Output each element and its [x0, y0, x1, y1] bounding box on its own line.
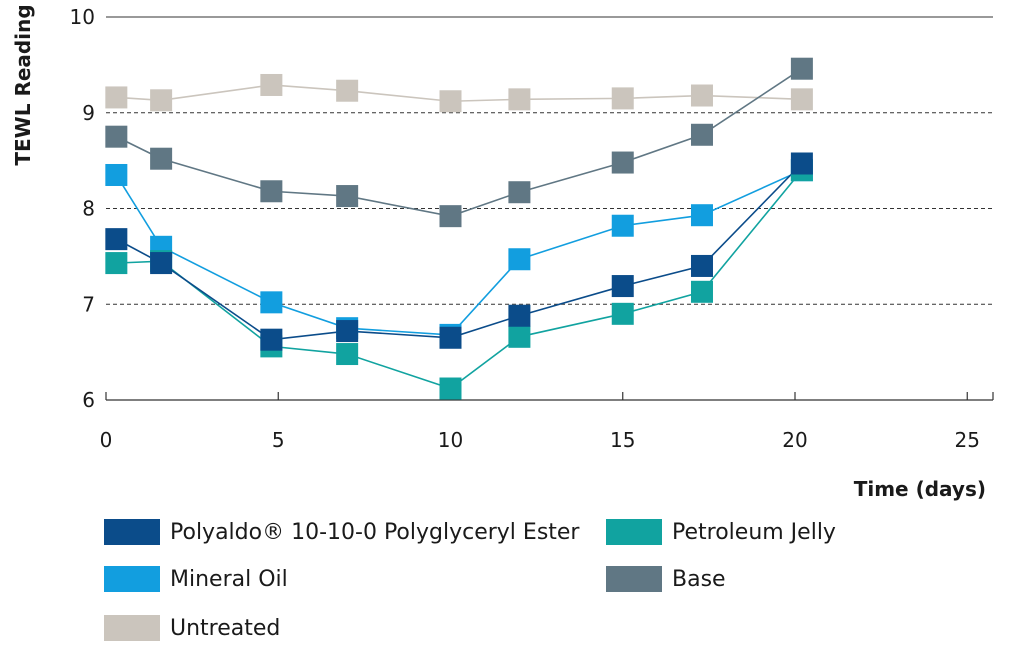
- marker-untreated-5: [508, 88, 531, 111]
- legend-swatch-mineral-oil: [104, 566, 160, 592]
- marker-polyaldo-10-10-0-polyglyceryl-ester-5: [508, 304, 531, 327]
- marker-untreated-2: [260, 73, 283, 96]
- gridlines: [106, 16, 993, 305]
- marker-base-3: [336, 185, 359, 208]
- marker-untreated-3: [336, 79, 359, 102]
- legend-item-polyaldo: Polyaldo® 10-10-0 Polyglyceryl Ester: [104, 518, 579, 546]
- marker-polyaldo-10-10-0-polyglyceryl-ester-3: [336, 320, 359, 343]
- marker-untreated-0: [105, 86, 128, 109]
- marker-polyaldo-10-10-0-polyglyceryl-ester-2: [260, 328, 283, 351]
- y-tick-label-10: 10: [70, 5, 95, 29]
- legend-swatch-untreated: [104, 615, 160, 641]
- y-tick-label-6: 6: [82, 388, 95, 412]
- marker-polyaldo-10-10-0-polyglyceryl-ester-4: [439, 326, 462, 349]
- legend-item-mineral-oil: Mineral Oil: [104, 565, 288, 593]
- marker-base-6: [611, 151, 634, 174]
- y-tick-label-8: 8: [82, 197, 95, 221]
- legend-swatch-petroleum-jelly: [606, 519, 662, 545]
- marker-petroleum-jelly-5: [508, 325, 531, 348]
- marker-mineral-oil-7: [690, 204, 713, 227]
- marker-petroleum-jelly-4: [439, 377, 462, 400]
- marker-untreated-6: [611, 87, 634, 110]
- legend-swatch-polyaldo: [104, 519, 160, 545]
- legend-swatch-base: [606, 566, 662, 592]
- marker-base-8: [790, 57, 813, 80]
- x-tick-label-15: 15: [610, 428, 635, 452]
- series-line-petroleum-jelly: [116, 169, 803, 390]
- series-layer: [105, 57, 813, 400]
- axes: 0 5 10 15 20 25 6 7 8 9 10: [70, 5, 994, 452]
- legend-item-base: Base: [606, 565, 726, 593]
- marker-base-7: [690, 123, 713, 146]
- x-tick-label-20: 20: [782, 428, 807, 452]
- marker-untreated-4: [439, 90, 462, 113]
- marker-mineral-oil-6: [611, 214, 634, 237]
- marker-polyaldo-10-10-0-polyglyceryl-ester-6: [611, 275, 634, 298]
- x-tick-label-0: 0: [100, 428, 113, 452]
- marker-petroleum-jelly-7: [690, 280, 713, 303]
- x-tick-label-5: 5: [272, 428, 285, 452]
- legend-item-untreated: Untreated: [104, 614, 280, 642]
- legend-label-untreated: Untreated: [170, 615, 281, 641]
- legend-label-mineral-oil: Mineral Oil: [170, 566, 288, 592]
- y-tick-label-9: 9: [82, 101, 95, 125]
- marker-mineral-oil-2: [260, 291, 283, 314]
- marker-polyaldo-10-10-0-polyglyceryl-ester-1: [150, 252, 173, 275]
- marker-untreated-8: [790, 88, 813, 111]
- marker-polyaldo-10-10-0-polyglyceryl-ester-7: [690, 254, 713, 277]
- y-tick-label-7: 7: [82, 292, 95, 316]
- marker-petroleum-jelly-0: [105, 252, 128, 275]
- marker-untreated-7: [690, 84, 713, 107]
- series-line-polyaldo-10-10-0-polyglyceryl-ester: [115, 162, 803, 341]
- legend-label-petroleum-jelly: Petroleum Jelly: [672, 519, 836, 545]
- marker-untreated-1: [150, 89, 173, 112]
- marker-base-2: [260, 180, 283, 203]
- marker-petroleum-jelly-6: [611, 302, 634, 325]
- marker-polyaldo-10-10-0-polyglyceryl-ester-8: [790, 152, 813, 175]
- marker-polyaldo-10-10-0-polyglyceryl-ester-0: [105, 228, 128, 251]
- marker-mineral-oil-5: [508, 248, 531, 271]
- marker-base-4: [439, 205, 462, 228]
- x-tick-label-25: 25: [955, 428, 980, 452]
- legend: Polyaldo® 10-10-0 Polyglyceryl Ester Pet…: [104, 512, 1004, 647]
- marker-petroleum-jelly-3: [336, 343, 359, 366]
- marker-base-0: [105, 125, 128, 148]
- x-tick-label-10: 10: [438, 428, 463, 452]
- marker-base-5: [508, 181, 531, 204]
- series-line-mineral-oil: [115, 169, 803, 336]
- x-axis-label: Time (days): [854, 477, 986, 501]
- marker-mineral-oil-0: [105, 163, 128, 186]
- legend-label-base: Base: [672, 566, 726, 592]
- legend-item-petroleum-jelly: Petroleum Jelly: [606, 518, 836, 546]
- tewl-line-chart: 0 5 10 15 20 25 6 7 8 9 10 TEWL Reading Time (days…: [11, 4, 994, 501]
- legend-label-polyaldo: Polyaldo® 10-10-0 Polyglyceryl Ester: [170, 519, 580, 545]
- y-axis-label: TEWL Reading: [11, 4, 35, 165]
- marker-base-1: [150, 147, 173, 170]
